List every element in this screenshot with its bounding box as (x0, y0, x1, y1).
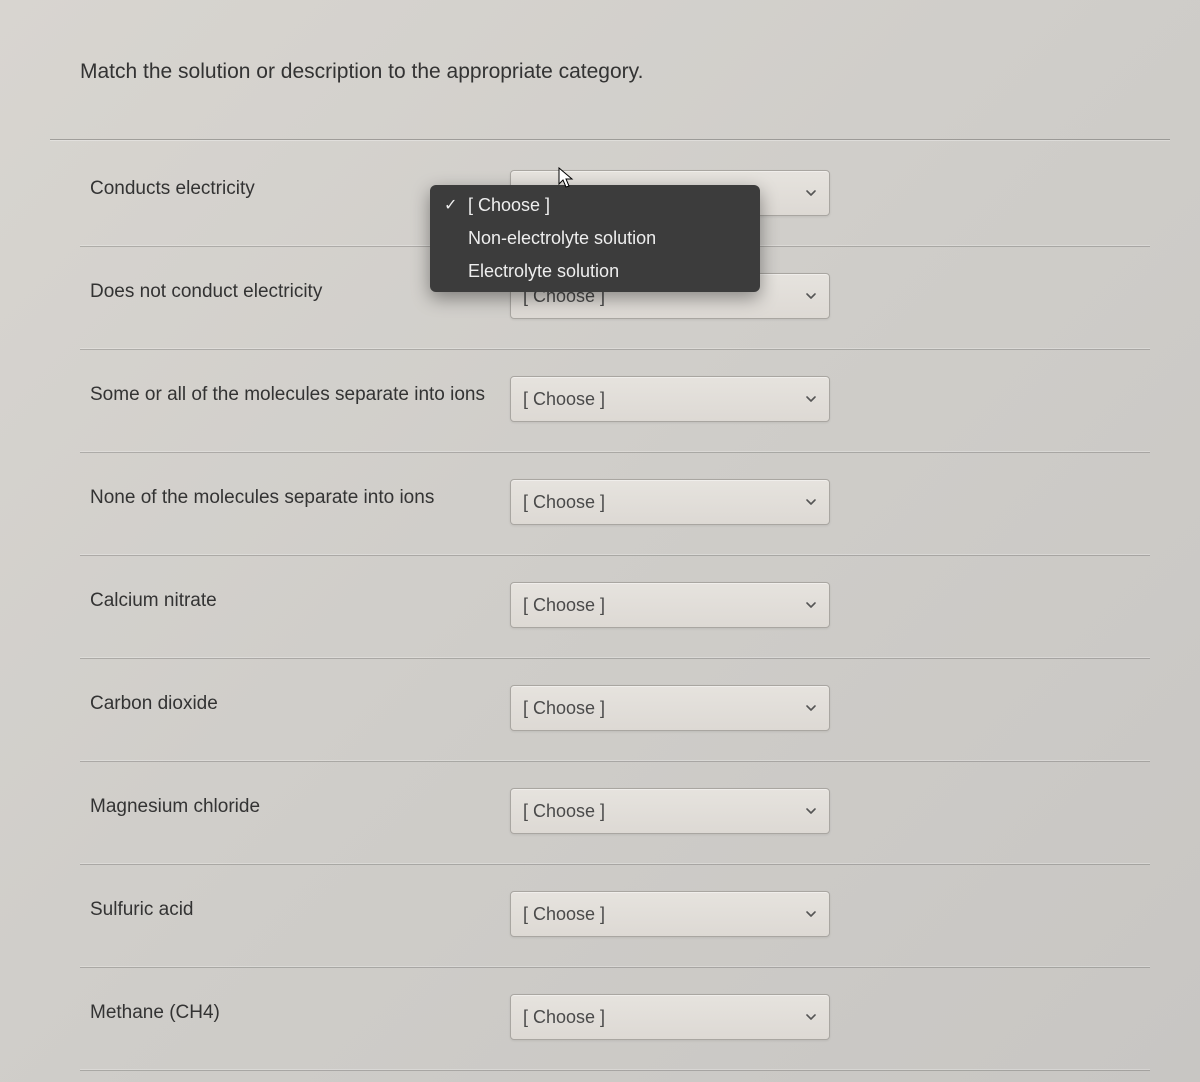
match-row: Sulfuric acid [ Choose ] (80, 865, 1150, 968)
category-select[interactable]: [ Choose ] (510, 582, 830, 628)
chevron-down-icon (804, 598, 818, 612)
select-value: [ Choose ] (523, 595, 605, 616)
match-row: Calcium nitrate [ Choose ] (80, 556, 1150, 659)
select-wrap: [ Choose ] (510, 479, 830, 525)
dropdown-option[interactable]: [ Choose ] (430, 189, 760, 222)
dropdown-option[interactable]: Non-electrolyte solution (430, 222, 760, 255)
match-row: Magnesium chloride [ Choose ] (80, 762, 1150, 865)
category-select[interactable]: [ Choose ] (510, 479, 830, 525)
category-select[interactable]: [ Choose ] (510, 891, 830, 937)
select-value: [ Choose ] (523, 389, 605, 410)
chevron-down-icon (804, 289, 818, 303)
match-row: Carbon dioxide [ Choose ] (80, 659, 1150, 762)
chevron-down-icon (804, 804, 818, 818)
question-title: Match the solution or description to the… (50, 20, 1170, 139)
prompt-label: Carbon dioxide (80, 685, 500, 715)
prompt-label: Magnesium chloride (80, 788, 500, 818)
prompt-label: None of the molecules separate into ions (80, 479, 500, 509)
category-select[interactable]: [ Choose ] (510, 994, 830, 1040)
match-row: Some or all of the molecules separate in… (80, 350, 1150, 453)
dropdown-menu[interactable]: [ Choose ]Non-electrolyte solutionElectr… (430, 185, 760, 292)
prompt-label: Calcium nitrate (80, 582, 500, 612)
match-row: Methane (CH4) [ Choose ] (80, 968, 1150, 1071)
select-wrap: [ Choose ] (510, 994, 830, 1040)
chevron-down-icon (804, 495, 818, 509)
category-select[interactable]: [ Choose ] (510, 376, 830, 422)
select-wrap: [ Choose ] (510, 685, 830, 731)
chevron-down-icon (804, 186, 818, 200)
chevron-down-icon (804, 1010, 818, 1024)
select-value: [ Choose ] (523, 801, 605, 822)
select-wrap: [ Choose ] (510, 788, 830, 834)
question-panel: Match the solution or description to the… (50, 20, 1170, 1071)
match-row: None of the molecules separate into ions… (80, 453, 1150, 556)
chevron-down-icon (804, 701, 818, 715)
chevron-down-icon (804, 907, 818, 921)
select-value: [ Choose ] (523, 904, 605, 925)
select-wrap: [ Choose ] (510, 376, 830, 422)
prompt-label: Sulfuric acid (80, 891, 500, 921)
select-wrap: [ Choose ] (510, 891, 830, 937)
select-value: [ Choose ] (523, 698, 605, 719)
prompt-label: Some or all of the molecules separate in… (80, 376, 500, 406)
select-value: [ Choose ] (523, 492, 605, 513)
prompt-label: Methane (CH4) (80, 994, 500, 1024)
select-wrap: [ Choose ] (510, 582, 830, 628)
select-value: [ Choose ] (523, 1007, 605, 1028)
dropdown-option[interactable]: Electrolyte solution (430, 255, 760, 288)
category-select[interactable]: [ Choose ] (510, 685, 830, 731)
chevron-down-icon (804, 392, 818, 406)
category-select[interactable]: [ Choose ] (510, 788, 830, 834)
